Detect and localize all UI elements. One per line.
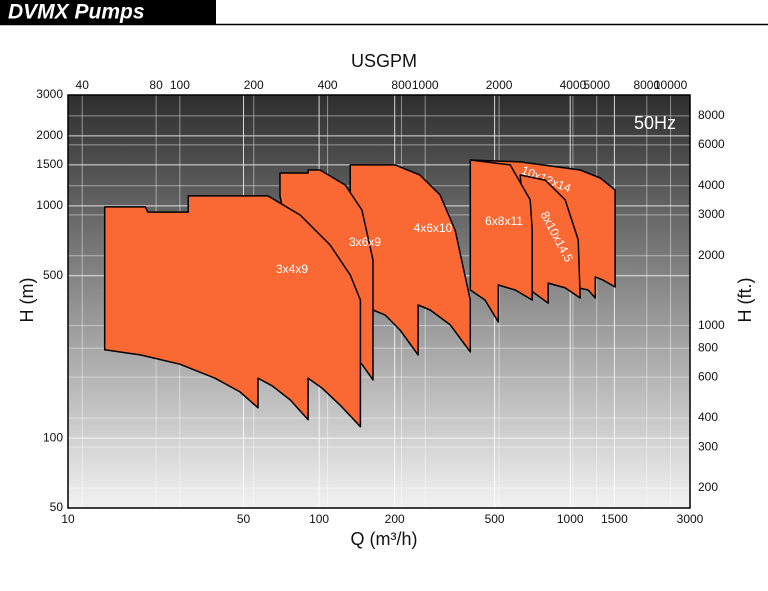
- pump-envelope: [349, 164, 472, 356]
- y2-tick-label: 2000: [698, 248, 725, 262]
- x2-tick-label: 5000: [583, 78, 610, 92]
- annotation: 50Hz: [634, 113, 676, 133]
- x2-tick-label: 200: [244, 78, 264, 92]
- x-tick-label: 200: [385, 512, 405, 526]
- x-tick-label: 10: [61, 512, 75, 526]
- x2-tick-label: 1000: [412, 78, 439, 92]
- y-tick-label: 1000: [36, 198, 63, 212]
- x2-tick-label: 800: [391, 78, 411, 92]
- y2-axis-title: H (ft.): [735, 278, 755, 323]
- y2-tick-label: 600: [698, 369, 718, 383]
- x-tick-label: 1000: [557, 512, 584, 526]
- y2-tick-label: 8000: [698, 108, 725, 122]
- x2-tick-label: 4000: [560, 78, 587, 92]
- y2-tick-label: 1000: [698, 318, 725, 332]
- y2-tick-label: 800: [698, 340, 718, 354]
- y2-tick-label: 300: [698, 439, 718, 453]
- y-tick-label: 100: [43, 430, 63, 444]
- envelope-label: 3x4x9: [276, 262, 308, 276]
- x2-tick-label: 40: [76, 78, 90, 92]
- x-tick-label: 3000: [677, 512, 704, 526]
- x2-tick-label: 400: [318, 78, 338, 92]
- x-tick-label: 100: [309, 512, 329, 526]
- y-tick-label: 1500: [36, 157, 63, 171]
- y-axis-title: H (m): [17, 278, 37, 323]
- y2-tick-label: 200: [698, 480, 718, 494]
- y2-tick-label: 400: [698, 410, 718, 424]
- pump-envelope: [103, 195, 362, 428]
- x-tick-label: 1500: [601, 512, 628, 526]
- x2-axis-title: USGPM: [351, 51, 417, 71]
- y2-tick-label: 4000: [698, 178, 725, 192]
- x2-tick-label: 10000: [654, 78, 688, 92]
- y-tick-label: 500: [43, 268, 63, 282]
- y-tick-label: 50: [50, 500, 64, 514]
- x2-tick-label: 2000: [486, 78, 513, 92]
- x2-tick-label: 80: [149, 78, 163, 92]
- y-tick-label: 2000: [36, 128, 63, 142]
- title-bar: [0, 0, 216, 25]
- x-tick-label: 500: [485, 512, 505, 526]
- plot-frame: [67, 94, 691, 509]
- x-tick-label: 50: [237, 512, 251, 526]
- envelope-label: 6x8x11: [485, 214, 523, 228]
- pump-envelope: [469, 159, 533, 323]
- x-axis-title: Q (m³/h): [351, 529, 418, 549]
- x2-tick-label: 8000: [633, 78, 660, 92]
- envelope-label: 3x6x9: [349, 235, 381, 249]
- y2-tick-label: 3000: [698, 207, 725, 221]
- x2-tick-label: 100: [170, 78, 190, 92]
- y-tick-label: 3000: [36, 87, 63, 101]
- chart-title: DVMX Pumps: [8, 1, 145, 24]
- pump-envelope: [519, 174, 581, 304]
- y2-tick-label: 6000: [698, 137, 725, 151]
- envelope-label: 4x6x10: [414, 221, 453, 235]
